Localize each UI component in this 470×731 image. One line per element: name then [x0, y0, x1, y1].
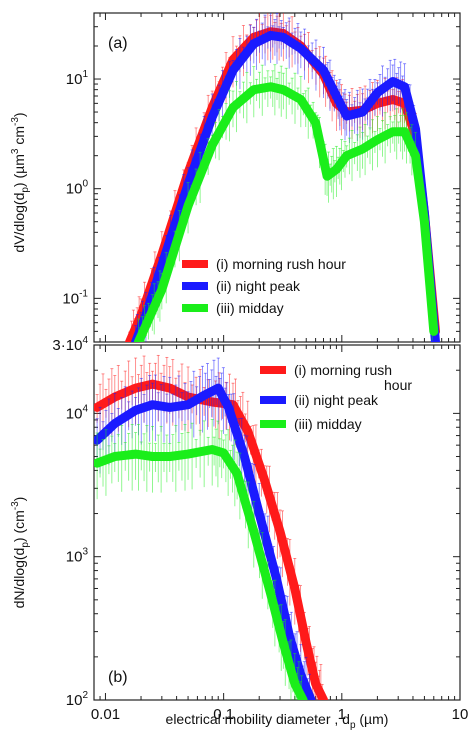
y-axis-label: dV/dlog(dp) (µm3 cm-3) — [10, 112, 31, 252]
x-axis-label: electrical mobility diameter , dp (µm) — [166, 711, 389, 731]
y-tick-label: 3·104 — [52, 335, 88, 354]
panel-a: 10-1 100 101 (a) dV/dlog(dp) (µm3 cm-3) (i) m… — [10, 12, 461, 343]
legend-item: (iii) midday — [260, 416, 362, 432]
panel-b: 102 103 104 3·104 0.01 0.1 1 10 (b) dN/dlog(dp) (… — [10, 335, 468, 731]
series-3 — [133, 64, 439, 342]
legend: (i) morning rush hour (ii) night peak (iii… — [182, 256, 346, 316]
series-line — [125, 27, 440, 342]
legend-item: (ii) night peak — [182, 278, 301, 294]
y-ticks — [94, 12, 460, 343]
plot-area — [94, 354, 328, 700]
panel-label: (b) — [108, 669, 128, 686]
x-tick-label: 0.1 — [213, 706, 234, 723]
y-axis-label: dN/dlog(dp) (cm-3) — [10, 497, 31, 609]
legend-item: (ii) night peak — [260, 392, 379, 408]
legend-label: (iii) midday — [294, 416, 362, 432]
legend-label: (ii) night peak — [216, 278, 301, 294]
y-tick-label: 103 — [66, 547, 89, 566]
legend-item: (i) morning rush hour — [182, 256, 346, 272]
y-tick-label: 10-1 — [62, 288, 88, 307]
series-line — [131, 30, 440, 342]
legend-item: (iii) midday — [182, 300, 284, 316]
x-tick-label: 10 — [452, 706, 469, 723]
y-tick-label: 102 — [66, 690, 89, 709]
plot-area — [125, 13, 440, 342]
series-line — [133, 82, 439, 342]
legend-label: (i) morning rush hour — [294, 362, 412, 393]
x-tick-label: 1 — [338, 706, 346, 723]
legend: (i) morning rush hour(ii) night peak (iii)… — [260, 362, 412, 432]
legend-label: (i) morning rush hour — [216, 256, 346, 272]
series-line — [94, 383, 316, 700]
y-tick-label: 104 — [66, 403, 89, 422]
y-tick-label: 100 — [66, 179, 89, 198]
legend-label: (ii) night peak — [294, 392, 379, 408]
plot-frame — [93, 344, 461, 701]
x-tick-label: 0.01 — [91, 706, 120, 723]
legend-item: (i) morning rush hour — [260, 362, 412, 393]
series-3 — [94, 418, 308, 700]
y-ticks — [94, 344, 460, 701]
y-tick-label: 101 — [66, 69, 89, 88]
x-ticks — [93, 13, 461, 342]
series-line — [94, 445, 308, 700]
legend-label: (iii) midday — [216, 300, 284, 316]
panel-label: (a) — [108, 35, 128, 52]
